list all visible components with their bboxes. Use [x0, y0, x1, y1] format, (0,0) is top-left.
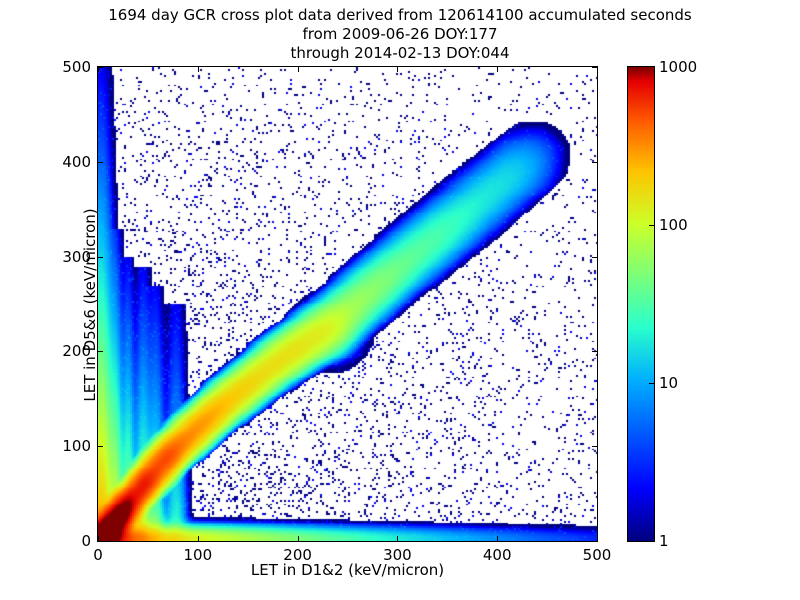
y-tick-0 — [592, 541, 597, 542]
x-tick-label-200: 200 — [283, 546, 312, 564]
y-tick-500 — [98, 67, 103, 68]
x-tick-200 — [297, 67, 299, 72]
colorbar-gradient — [628, 67, 654, 541]
plot-title-line-1: 1694 day GCR cross plot data derived fro… — [108, 6, 692, 24]
x-tick-400 — [497, 67, 499, 72]
y-axis-label: LET in D5&6 (keV/micron) — [81, 208, 99, 402]
x-tick-500 — [597, 536, 598, 541]
x-tick-200 — [297, 536, 299, 541]
colorbar-tick-label-1: 1 — [659, 532, 669, 550]
x-tick-300 — [397, 536, 399, 541]
x-tick-0 — [98, 536, 99, 541]
x-tick-100 — [197, 536, 199, 541]
y-tick-400 — [98, 161, 103, 163]
x-axis-label: LET in D1&2 (keV/micron) — [250, 561, 445, 579]
x-tick-500 — [597, 67, 598, 72]
y-tick-300 — [592, 256, 597, 258]
colorbar-tick-label-100: 100 — [659, 216, 688, 234]
plot-area — [97, 66, 598, 542]
y-tick-100 — [592, 446, 597, 448]
y-tick-label-0: 0 — [81, 532, 91, 550]
y-tick-200 — [98, 351, 103, 353]
plot-title-line-3: through 2014-02-13 DOY:044 — [290, 44, 510, 62]
plot-title: 1694 day GCR cross plot data derived fro… — [0, 6, 800, 63]
colorbar-tick-10 — [649, 383, 654, 384]
x-tick-100 — [197, 67, 199, 72]
colorbar-tick-label-10: 10 — [659, 374, 679, 392]
colorbar-tick-100 — [649, 225, 654, 226]
colorbar-tick-label-1000: 1000 — [659, 58, 698, 76]
x-tick-0 — [98, 67, 99, 72]
x-tick-label-0: 0 — [93, 546, 103, 564]
x-tick-label-100: 100 — [183, 546, 213, 564]
x-tick-300 — [397, 67, 399, 72]
y-tick-200 — [592, 351, 597, 353]
x-tick-label-300: 300 — [383, 546, 412, 564]
y-tick-label-400: 400 — [62, 152, 91, 171]
plot-title-line-2: from 2009-06-26 DOY:177 — [302, 25, 498, 43]
y-tick-0 — [98, 541, 103, 542]
y-tick-100 — [98, 446, 103, 448]
y-tick-300 — [98, 256, 103, 258]
y-tick-label-300: 300 — [62, 247, 91, 266]
y-tick-label-100: 100 — [62, 437, 91, 456]
x-tick-label-400: 400 — [482, 546, 512, 564]
y-tick-label-500: 500 — [62, 58, 91, 76]
y-tick-400 — [592, 161, 597, 163]
density-heatmap — [98, 67, 597, 541]
x-tick-400 — [497, 536, 499, 541]
y-tick-500 — [592, 67, 597, 68]
colorbar — [627, 66, 655, 542]
y-tick-label-200: 200 — [62, 342, 91, 361]
x-tick-label-500: 500 — [582, 546, 612, 564]
